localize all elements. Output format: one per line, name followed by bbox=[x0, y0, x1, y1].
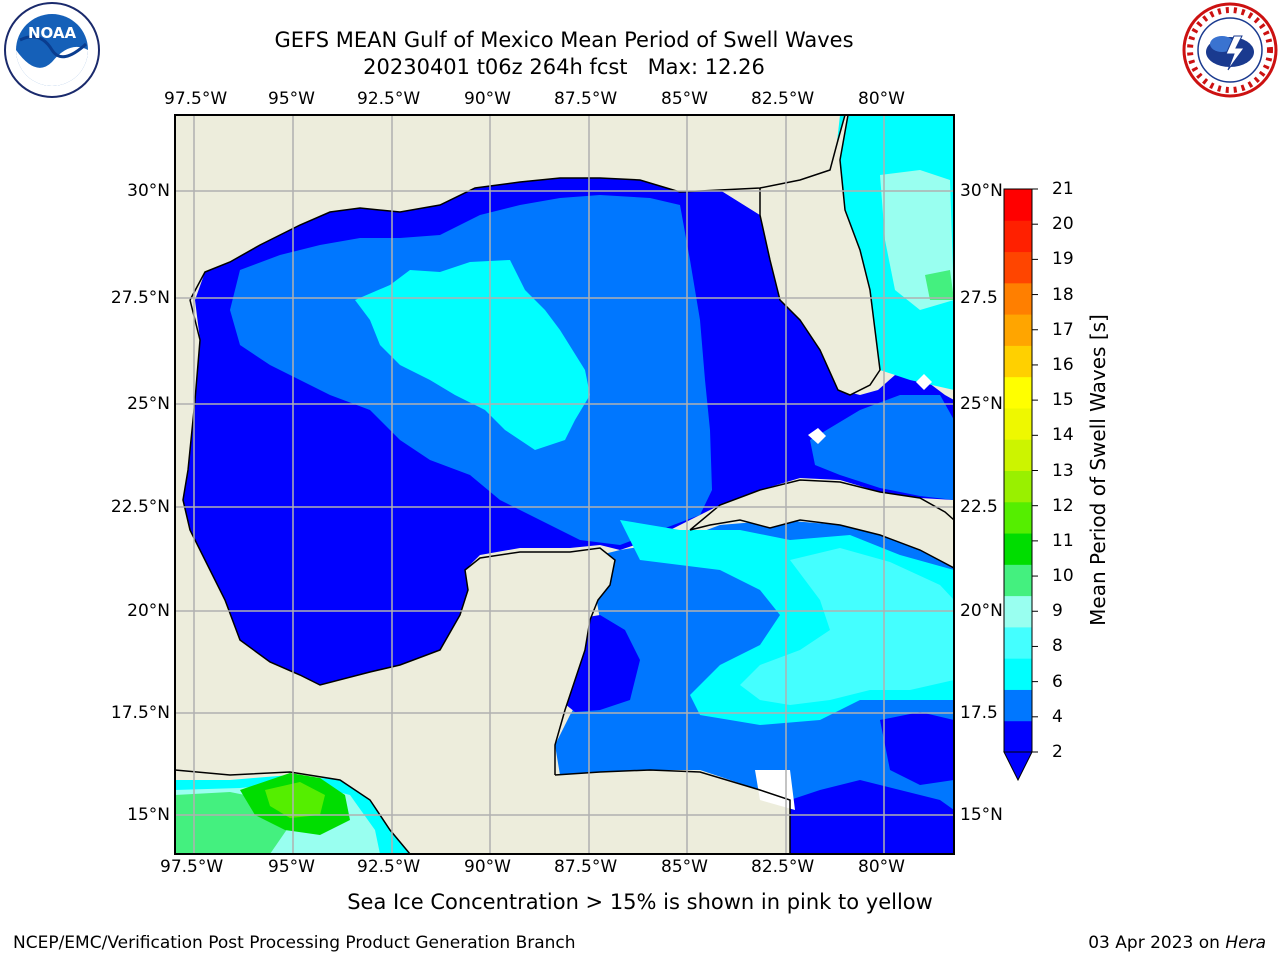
lat-label-left: 25°N bbox=[127, 394, 170, 414]
caribbean-water-light bbox=[740, 548, 954, 705]
colorbar-segment bbox=[1004, 533, 1032, 565]
caribbean-water-dark-2 bbox=[790, 780, 954, 854]
footer-date-text: 03 Apr 2023 on bbox=[1088, 933, 1226, 953]
lat-label-left: 30°N bbox=[127, 181, 170, 201]
lat-label-right: 25°N bbox=[960, 394, 1003, 414]
lat-label-left: 15°N bbox=[127, 805, 170, 825]
lon-label-top: 92.5°W bbox=[357, 89, 421, 109]
florida-straits-water bbox=[810, 395, 954, 500]
lon-label-bottom: 90°W bbox=[464, 857, 511, 877]
colorbar-tick-label: 10 bbox=[1052, 566, 1074, 587]
colorbar-tick-label: 14 bbox=[1052, 425, 1074, 446]
footer-date: 03 Apr 2023 on Hera bbox=[1088, 933, 1266, 953]
caribbean-water-dark-3 bbox=[880, 712, 954, 785]
colorbar-segment bbox=[1004, 595, 1032, 628]
footer-branch: NCEP/EMC/Verification Post Processing Pr… bbox=[13, 933, 576, 953]
colorbar-tick-label: 6 bbox=[1052, 671, 1063, 692]
colorbar-segment bbox=[1004, 189, 1032, 221]
colorbar-segment bbox=[1004, 564, 1032, 597]
lat-label-left: 17.5°N bbox=[110, 703, 170, 723]
colorbar-segment bbox=[1004, 720, 1032, 753]
colorbar-tick-label: 17 bbox=[1052, 319, 1074, 340]
sea-ice-note: Sea Ice Concentration > 15% is shown in … bbox=[347, 890, 933, 914]
colorbar-tick-label: 16 bbox=[1052, 354, 1074, 375]
chart-subtitle: 20230401 t06z 264h fcst Max: 12.26 bbox=[363, 55, 765, 79]
lon-label-top: 85°W bbox=[661, 89, 708, 109]
lon-label-bottom: 87.5°W bbox=[554, 857, 618, 877]
lat-label-left: 20°N bbox=[127, 601, 170, 621]
lon-label-top: 82.5°W bbox=[751, 89, 815, 109]
colorbar-segment bbox=[1004, 501, 1032, 534]
colorbar-tick-label: 8 bbox=[1052, 636, 1063, 657]
colorbar-segment bbox=[1004, 439, 1032, 471]
colorbar-segment bbox=[1004, 689, 1032, 722]
lat-label-right: 30°N bbox=[960, 181, 1003, 201]
colorbar-segment bbox=[1004, 282, 1032, 315]
lon-label-top: 95°W bbox=[268, 89, 315, 109]
colorbar-tick-label: 19 bbox=[1052, 249, 1074, 270]
colorbar-segment bbox=[1004, 251, 1032, 284]
lon-label-top: 80°W bbox=[858, 89, 905, 109]
chart-title: GEFS MEAN Gulf of Mexico Mean Period of … bbox=[274, 28, 854, 52]
colorbar-tick-label: 13 bbox=[1052, 460, 1074, 481]
pacific-water-lime bbox=[265, 782, 325, 818]
no-data-patch-3 bbox=[755, 770, 795, 810]
nws-logo bbox=[1182, 2, 1278, 98]
lon-label-bottom: 95°W bbox=[268, 857, 315, 877]
florida-land bbox=[720, 115, 880, 395]
colorbar-segment bbox=[1004, 626, 1032, 659]
lon-label-top: 90°W bbox=[464, 89, 511, 109]
colorbar-tick-label: 18 bbox=[1052, 284, 1074, 305]
colorbar-segment bbox=[1004, 658, 1032, 690]
colorbar-tick-label: 2 bbox=[1052, 742, 1063, 762]
lat-label-right: 15°N bbox=[960, 805, 1003, 825]
colorbar-tick-label: 20 bbox=[1052, 214, 1074, 235]
cuba-land bbox=[690, 480, 954, 568]
no-data-patch-1 bbox=[808, 428, 826, 444]
lat-label-right: 20°N bbox=[960, 601, 1003, 621]
colorbar-tick-label: 4 bbox=[1052, 706, 1063, 727]
lon-label-top: 87.5°W bbox=[554, 89, 618, 109]
colorbar-segment bbox=[1004, 220, 1032, 253]
gulf-water-cyan-central bbox=[355, 260, 590, 450]
colorbar-tick-label: 12 bbox=[1052, 495, 1074, 516]
footer-machine: Hera bbox=[1225, 933, 1266, 953]
colorbar-tick-label: 9 bbox=[1052, 601, 1063, 622]
noaa-logo-text: NOAA bbox=[28, 24, 77, 42]
colorbar-title: Mean Period of Swell Waves [s] bbox=[1086, 314, 1110, 626]
colorbar-extend-arrow bbox=[1003, 751, 1033, 782]
map-gridlines bbox=[175, 115, 954, 854]
lat-label-right: 27.5 bbox=[960, 288, 998, 308]
colorbar-tick-label: 21 bbox=[1052, 179, 1074, 199]
lon-label-bottom: 85°W bbox=[661, 857, 708, 877]
atlantic-water-green bbox=[925, 270, 954, 300]
colorbar-segment bbox=[1004, 470, 1032, 503]
colorbar-segment bbox=[1004, 345, 1032, 378]
colorbar-tick-label: 15 bbox=[1052, 390, 1074, 411]
map-frame bbox=[174, 114, 955, 855]
coastline-west-gulf bbox=[182, 299, 616, 775]
lon-label-top: 97.5°W bbox=[164, 89, 228, 109]
lon-label-bottom: 80°W bbox=[858, 857, 905, 877]
noaa-logo: NOAA bbox=[4, 2, 100, 98]
colorbar-segment bbox=[1004, 376, 1032, 409]
yucatan-land bbox=[320, 548, 790, 854]
coastline-pacific bbox=[175, 769, 411, 854]
lon-label-bottom: 92.5°W bbox=[357, 857, 421, 877]
colorbar-tick-label: 11 bbox=[1052, 530, 1074, 551]
no-data-patch-2 bbox=[916, 374, 932, 390]
coastline-florida-west bbox=[759, 115, 881, 396]
colorbar-segment bbox=[1004, 314, 1032, 346]
lat-label-right: 17.5 bbox=[960, 703, 998, 723]
lon-label-bottom: 82.5°W bbox=[751, 857, 815, 877]
lat-label-left: 22.5°N bbox=[110, 497, 170, 517]
lon-label-bottom: 97.5°W bbox=[160, 857, 224, 877]
colorbar-segment bbox=[1004, 407, 1032, 440]
lat-label-left: 27.5°N bbox=[110, 288, 170, 308]
coastline-central-america bbox=[554, 769, 791, 854]
lat-label-right: 22.5 bbox=[960, 497, 998, 517]
